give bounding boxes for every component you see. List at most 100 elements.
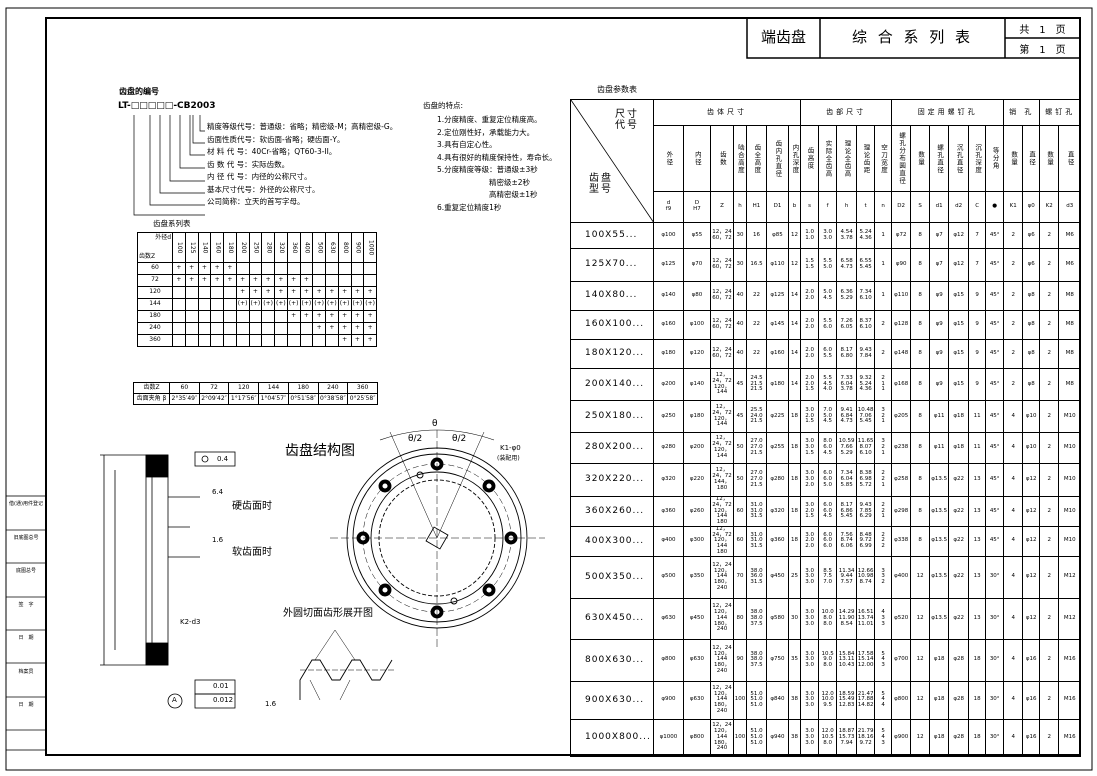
param-cell: 8 xyxy=(910,248,931,282)
param-cell: 8.5 7.5 7.0 xyxy=(818,555,838,599)
column-name: 数量 xyxy=(1039,125,1060,192)
feature-line: 5.分度精度等级：普通级±3秒 xyxy=(437,165,538,174)
param-cell: 100 xyxy=(733,718,747,757)
angle-row: 齿数Z 60 72 120 144 180 240 360 xyxy=(133,382,378,394)
param-cell: 21.47 17.88 14.82 xyxy=(856,680,876,720)
title-block xyxy=(746,17,1081,59)
mark-cell xyxy=(210,298,224,311)
angle-cell: 2°09′42″ xyxy=(198,393,230,405)
param-cell: 4 3 3 xyxy=(874,597,893,640)
tooth-profile xyxy=(299,629,395,701)
coding-title: 齿盘的编号 xyxy=(119,87,159,96)
param-cell: 4 xyxy=(1003,638,1024,682)
param-cell: 3.0 2.0 1.5 xyxy=(800,400,820,433)
param-cell: φ90 xyxy=(891,248,912,282)
param-cell: 18 xyxy=(968,680,987,720)
param-cell: 40 xyxy=(733,281,747,311)
mark-cell xyxy=(325,274,339,287)
column-head: 800 xyxy=(337,232,352,263)
param-cell: 17.58 15.14 12.00 xyxy=(856,638,876,682)
group-head: 固定用螺钉孔 xyxy=(891,99,1005,126)
param-cell: 2 xyxy=(1003,310,1024,340)
corner-diagonal xyxy=(571,100,653,222)
param-cell: φ110 xyxy=(766,248,789,282)
side-label: 档案员 xyxy=(18,668,34,675)
mark-cell xyxy=(235,310,250,323)
param-cell: 13 xyxy=(968,463,987,497)
model-cell: 180X120... xyxy=(570,339,654,369)
angle-cell: 2°35′49″ xyxy=(169,393,200,405)
param-cell: 18.59 15.49 12.83 xyxy=(836,680,858,720)
param-cell: 35 xyxy=(787,638,802,682)
param-cell: 2 xyxy=(874,310,893,340)
param-cell: φ8 xyxy=(1022,281,1041,311)
mark-cell xyxy=(286,262,301,275)
param-cell: 4 xyxy=(1003,525,1024,557)
column-name: 空刀宽度 xyxy=(874,125,893,192)
datum: A xyxy=(172,696,177,704)
param-cell: 2 xyxy=(1039,310,1060,340)
sheet-name: 综 合 系 列 表 xyxy=(851,28,974,46)
param-cell: 6.0 6.0 4.5 xyxy=(818,496,838,527)
param-cell: 38.0 38.0 37.5 xyxy=(746,638,767,682)
page-total: 共 1 页 xyxy=(1019,25,1066,36)
param-cell: 1 xyxy=(874,222,893,249)
param-cell: φ160 xyxy=(766,339,789,369)
param-cell: 11 xyxy=(968,400,987,433)
mark-cell xyxy=(210,286,224,299)
side-label: 签 字 xyxy=(18,601,34,608)
param-cell: 2 xyxy=(1039,525,1060,557)
mark-cell: + xyxy=(350,322,365,335)
param-cell: φ940 xyxy=(766,718,789,757)
mark-cell: + xyxy=(172,262,186,275)
param-cell: φ110 xyxy=(891,281,912,311)
angle-cell: 0°51′58″ xyxy=(287,393,319,405)
param-cell: 12 xyxy=(787,222,802,249)
param-cell: 3.0 3.0 3.0 xyxy=(800,718,820,757)
mark-cell: + xyxy=(363,322,377,335)
mark-cell: (+) xyxy=(248,298,263,311)
mark-cell: (+) xyxy=(350,298,365,311)
series-table: 外径d 齿数Z 100 125 140 160 180 200 250 280 320 360 400 5… xyxy=(137,232,377,347)
coding-line: 精度等级代号：普通级：省略；精密级-M；高精密级-G。 xyxy=(207,122,398,131)
part-name: 端齿盘 xyxy=(760,28,806,46)
param-cell: 12，24，72 120，144 xyxy=(710,400,734,433)
column-head: 360 xyxy=(286,232,301,263)
mark-cell: (+) xyxy=(274,298,288,311)
mark-cell xyxy=(210,322,224,335)
pin-note: (装配用) xyxy=(497,455,520,462)
param-cell: 8 xyxy=(910,463,931,497)
column-name: 齿全高度 xyxy=(746,125,767,192)
column-name: 直径 xyxy=(1058,125,1082,192)
param-cell: φ320 xyxy=(766,496,789,527)
angle-cell: 1°17′56″ xyxy=(228,393,260,405)
coding-line: 齿面性质代号：软齿面-省略；硬齿面-Y。 xyxy=(207,134,345,144)
features-lines: 1.分度精度、重复定位精度高。 2.定位刚性好，承载能力大。 3.具有自定心性。 4.… xyxy=(437,114,557,214)
param-cell: 31.0 31.0 31.5 xyxy=(746,525,767,557)
mark-cell xyxy=(299,262,314,275)
mark-cell: (+) xyxy=(286,298,301,311)
param-cell: M10 xyxy=(1058,432,1082,464)
mark-cell xyxy=(299,322,314,335)
param-cell: φ18 xyxy=(929,680,950,720)
param-cell: 4 xyxy=(1003,432,1024,464)
param-cell: M10 xyxy=(1058,400,1082,433)
column-name: 螺孔分布圆直径 xyxy=(891,125,912,192)
param-row: 280X200... φ280 φ200 12，24，72 120，144 50 27.0… xyxy=(570,432,1082,464)
pin-label: K1-φ0 xyxy=(500,444,521,452)
mark-cell: + xyxy=(286,274,301,287)
param-cell: 12，24 120，144 180，240 xyxy=(710,638,734,682)
features-title: 齿盘的特点: xyxy=(423,101,464,110)
param-cell: 12，24 60，72 xyxy=(710,222,734,249)
side-label: 底图总号 xyxy=(15,568,36,574)
mark-cell xyxy=(350,262,365,275)
param-cell: φ18 xyxy=(929,718,950,757)
param-cell: 8.17 6.86 5.45 xyxy=(836,496,858,527)
param-cell: 80 xyxy=(733,597,747,640)
mark-cell: + xyxy=(261,286,275,299)
param-cell: 11.34 9.44 7.57 xyxy=(836,555,858,599)
mark-cell xyxy=(223,310,237,323)
param-cell: φ28 xyxy=(948,680,970,720)
param-cell: M10 xyxy=(1058,525,1082,557)
param-cell: 45 xyxy=(733,400,747,433)
